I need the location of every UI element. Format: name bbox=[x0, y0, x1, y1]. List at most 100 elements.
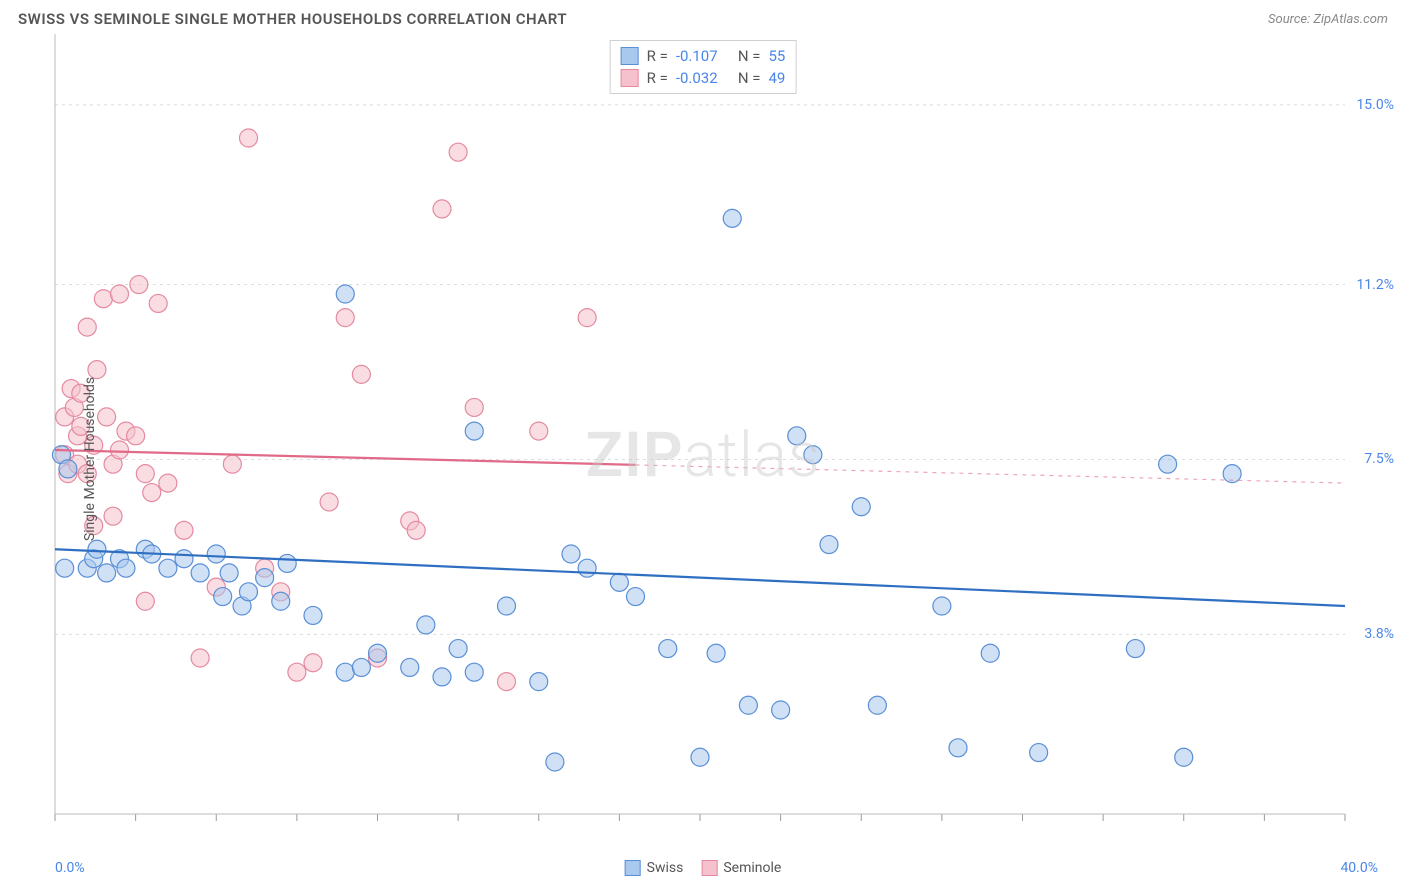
swiss-point bbox=[256, 569, 274, 587]
legend-n-value: 55 bbox=[768, 47, 785, 65]
seminole-point bbox=[159, 474, 177, 492]
y-tick-label: 7.5% bbox=[1364, 451, 1394, 467]
swiss-point bbox=[433, 668, 451, 686]
swiss-point bbox=[88, 540, 106, 558]
seminole-point bbox=[578, 309, 596, 327]
swiss-point bbox=[417, 616, 435, 634]
swiss-point bbox=[530, 673, 548, 691]
swiss-point bbox=[691, 748, 709, 766]
scatter-chart bbox=[0, 34, 1406, 854]
seminole-point bbox=[433, 200, 451, 218]
y-tick-label: 15.0% bbox=[1356, 97, 1394, 113]
seminole-point bbox=[136, 592, 154, 610]
chart-area: Single Mother Households ZIPatlas R =-0.… bbox=[0, 34, 1406, 884]
legend-n-value: 49 bbox=[768, 69, 785, 87]
legend-swatch bbox=[701, 860, 717, 876]
swiss-point bbox=[820, 536, 838, 554]
swiss-point bbox=[546, 753, 564, 771]
seminole-point bbox=[94, 290, 112, 308]
swiss-point bbox=[610, 573, 628, 591]
source-label: Source: ZipAtlas.com bbox=[1268, 12, 1388, 27]
seminole-point bbox=[240, 129, 258, 147]
swiss-point bbox=[1030, 744, 1048, 762]
swiss-point bbox=[56, 559, 74, 577]
swiss-point bbox=[336, 663, 354, 681]
seminole-point bbox=[449, 143, 467, 161]
swiss-point bbox=[214, 588, 232, 606]
swiss-point bbox=[578, 559, 596, 577]
chart-title: SWISS VS SEMINOLE SINGLE MOTHER HOUSEHOL… bbox=[18, 10, 567, 28]
legend-label: Seminole bbox=[723, 860, 781, 876]
swiss-point bbox=[220, 564, 238, 582]
legend-r-value: -0.107 bbox=[676, 47, 730, 65]
legend-r-label: R = bbox=[647, 47, 668, 65]
legend-n-label: N = bbox=[738, 69, 761, 87]
series-legend: Swiss Seminole bbox=[625, 860, 782, 876]
legend-swatch bbox=[625, 860, 641, 876]
swiss-point bbox=[465, 663, 483, 681]
legend-item: Swiss bbox=[625, 860, 684, 876]
swiss-point bbox=[191, 564, 209, 582]
swiss-point bbox=[352, 658, 370, 676]
swiss-point bbox=[240, 583, 258, 601]
swiss-point bbox=[59, 460, 77, 478]
legend-r-label: R = bbox=[647, 69, 668, 87]
swiss-point bbox=[175, 550, 193, 568]
seminole-point bbox=[223, 455, 241, 473]
swiss-point bbox=[465, 422, 483, 440]
legend-label: Swiss bbox=[647, 860, 684, 876]
swiss-point bbox=[1175, 748, 1193, 766]
seminole-point bbox=[143, 484, 161, 502]
seminole-point bbox=[149, 294, 167, 312]
swiss-point bbox=[1159, 455, 1177, 473]
seminole-point bbox=[288, 663, 306, 681]
seminole-point bbox=[136, 465, 154, 483]
seminole-point bbox=[175, 521, 193, 539]
swiss-point bbox=[562, 545, 580, 563]
swiss-point bbox=[659, 640, 677, 658]
x-axis-end: 40.0% bbox=[1340, 860, 1378, 876]
swiss-point bbox=[788, 427, 806, 445]
swiss-point bbox=[1126, 640, 1144, 658]
swiss-point bbox=[304, 606, 322, 624]
swiss-point bbox=[707, 644, 725, 662]
legend-r-value: -0.032 bbox=[676, 69, 730, 87]
seminole-point bbox=[78, 318, 96, 336]
swiss-point bbox=[852, 498, 870, 516]
seminole-point bbox=[191, 649, 209, 667]
correlation-legend: R = -0.107 N = 55 R = -0.032 N = 49 bbox=[610, 40, 797, 94]
swiss-point bbox=[772, 701, 790, 719]
y-tick-label: 11.2% bbox=[1356, 277, 1394, 293]
swiss-point bbox=[933, 597, 951, 615]
swiss-point bbox=[272, 592, 290, 610]
swiss-point bbox=[401, 658, 419, 676]
seminole-point bbox=[304, 654, 322, 672]
swiss-point bbox=[739, 696, 757, 714]
swiss-point bbox=[336, 285, 354, 303]
legend-row: R = -0.107 N = 55 bbox=[621, 45, 786, 67]
legend-swatch bbox=[621, 47, 639, 65]
seminole-point bbox=[465, 398, 483, 416]
legend-item: Seminole bbox=[701, 860, 781, 876]
seminole-point bbox=[498, 673, 516, 691]
seminole-point bbox=[127, 427, 145, 445]
x-axis-start: 0.0% bbox=[55, 860, 85, 876]
seminole-point bbox=[111, 285, 129, 303]
legend-n-label: N = bbox=[738, 47, 761, 65]
swiss-point bbox=[804, 446, 822, 464]
legend-row: R = -0.032 N = 49 bbox=[621, 67, 786, 89]
seminole-point bbox=[407, 521, 425, 539]
swiss-point bbox=[117, 559, 135, 577]
seminole-point bbox=[111, 441, 129, 459]
y-axis-label: Single Mother Households bbox=[82, 377, 98, 541]
seminole-point bbox=[320, 493, 338, 511]
seminole-point bbox=[104, 507, 122, 525]
swiss-point bbox=[449, 640, 467, 658]
seminole-point bbox=[130, 276, 148, 294]
swiss-point bbox=[723, 209, 741, 227]
swiss-point bbox=[369, 644, 387, 662]
swiss-point bbox=[627, 588, 645, 606]
seminole-point bbox=[98, 408, 116, 426]
seminole-point bbox=[530, 422, 548, 440]
swiss-point bbox=[949, 739, 967, 757]
